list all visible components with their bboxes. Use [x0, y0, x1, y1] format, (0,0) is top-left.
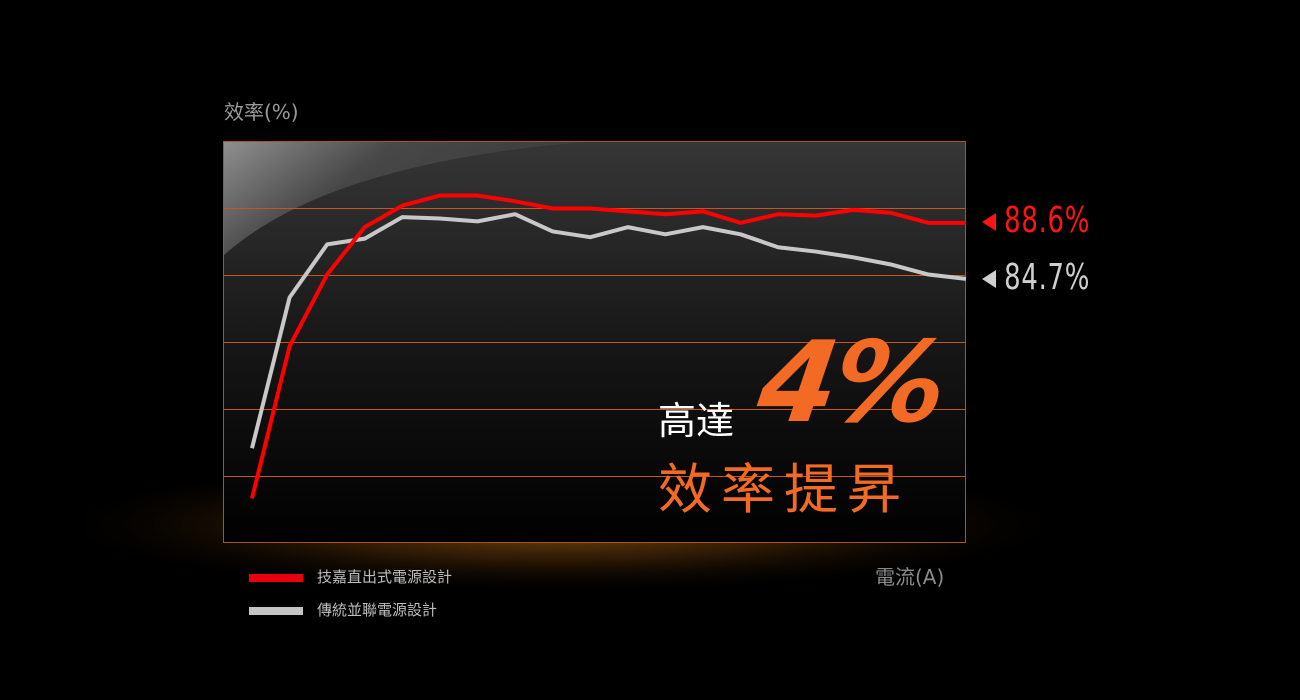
end-value-gray: 84.7% [1004, 257, 1091, 298]
series-line-red [250, 193, 966, 499]
headline-value: 4% [750, 318, 952, 448]
headline-suffix: 效率提昇 [658, 458, 910, 521]
legend-item-red: 技嘉直出式電源設計 [249, 566, 452, 587]
end-label-gray: 84.7% [982, 257, 1091, 298]
end-label-red: 88.6% [982, 200, 1091, 241]
legend-item-gray: 傳統並聯電源設計 [249, 599, 437, 620]
gloss-highlight [223, 141, 600, 256]
triangle-left-icon [982, 213, 997, 231]
legend-swatch-red [249, 573, 303, 582]
headline-prefix: 高達 [658, 399, 735, 443]
triangle-left-icon [982, 270, 997, 288]
legend-label: 傳統並聯電源設計 [317, 601, 438, 619]
legend-swatch-gray [249, 606, 303, 615]
y-axis-label: 效率(%) [224, 100, 299, 124]
plot-border [223, 141, 966, 543]
legend-label: 技嘉直出式電源設計 [317, 568, 453, 586]
end-value-red: 88.6% [1004, 200, 1091, 241]
series-line-gray [250, 212, 967, 449]
x-axis-label: 電流(A) [875, 565, 945, 589]
